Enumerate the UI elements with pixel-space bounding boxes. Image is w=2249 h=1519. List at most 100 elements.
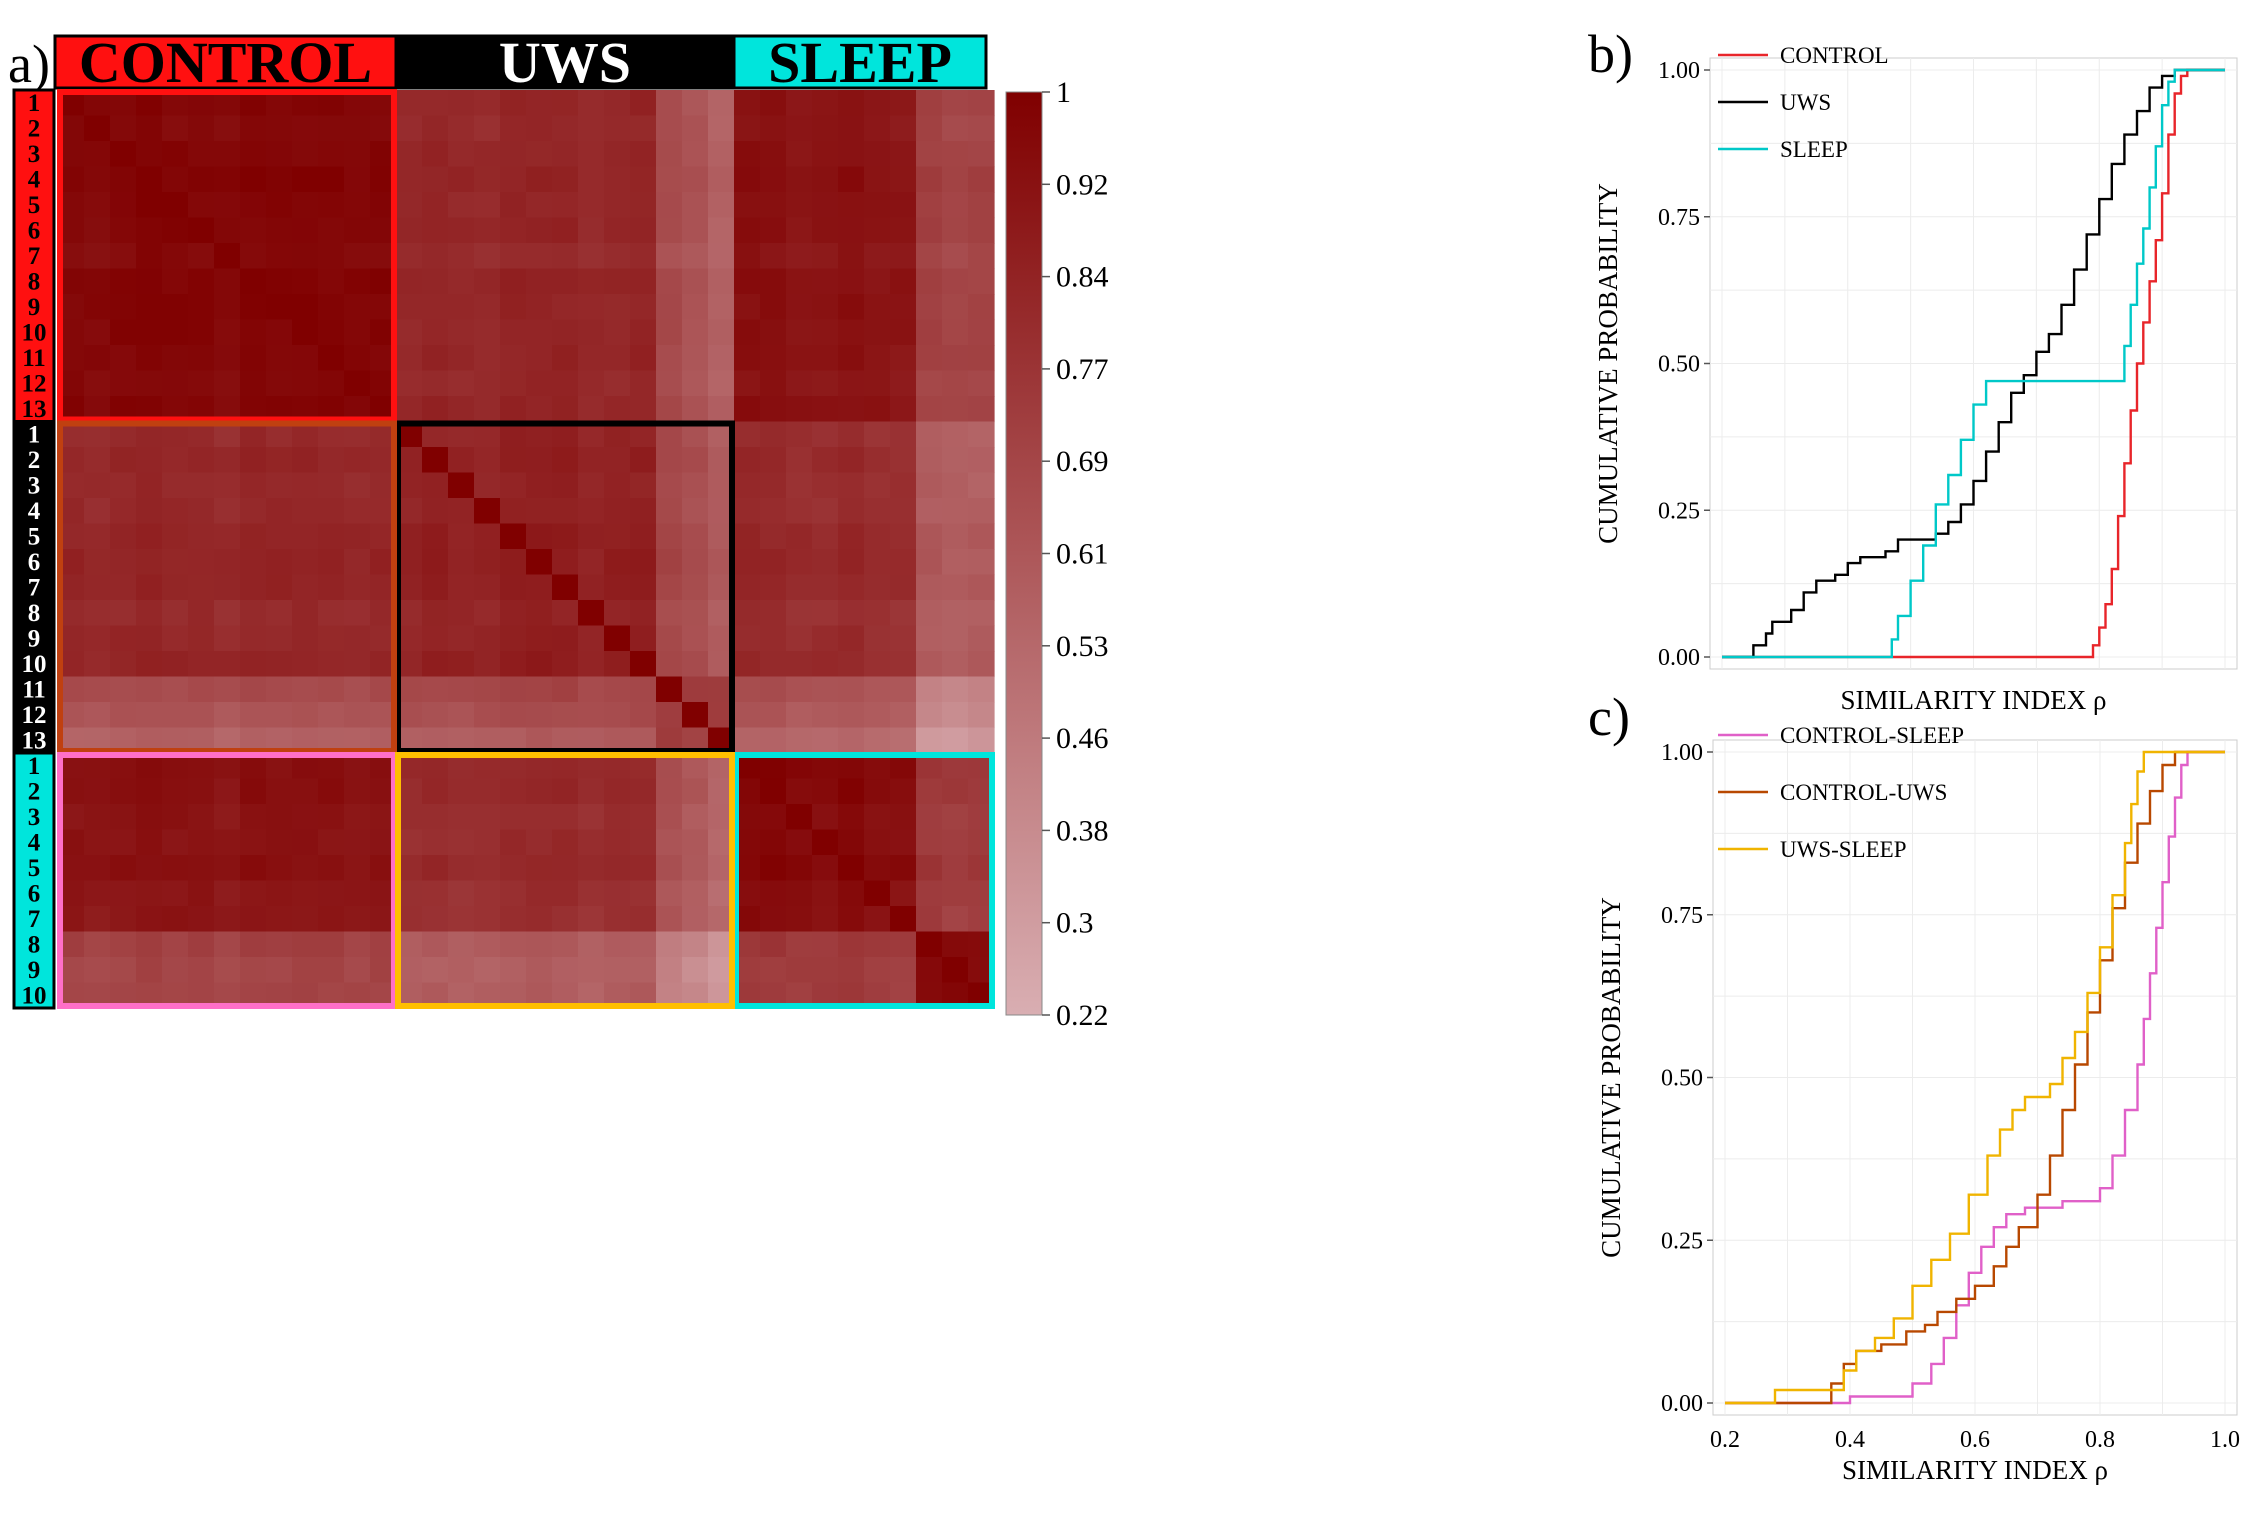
heatmap-cell [760, 192, 787, 219]
heatmap-cell [110, 192, 137, 219]
heatmap-cell [812, 447, 839, 474]
heatmap-cell [318, 115, 345, 142]
heatmap-cell [630, 243, 657, 270]
heatmap-cell [474, 472, 501, 499]
row-label: 10 [22, 982, 47, 1009]
heatmap-cell [604, 651, 631, 678]
heatmap-cell [942, 957, 969, 984]
heatmap-cell [240, 931, 267, 958]
heatmap-cell [448, 447, 475, 474]
row-label: 9 [28, 957, 41, 984]
heatmap-cell [682, 115, 709, 142]
heatmap-cell [240, 804, 267, 831]
heatmap-cell [604, 217, 631, 244]
heatmap-cell [890, 600, 917, 627]
heatmap-cell [864, 829, 891, 856]
heatmap-cell [214, 957, 241, 984]
heatmap-cell [890, 294, 917, 321]
heatmap-cell [292, 676, 319, 703]
heatmap-cell [136, 625, 163, 652]
heatmap-cell [318, 370, 345, 397]
heatmap-cell [474, 141, 501, 168]
heatmap-cell [968, 523, 995, 550]
series-line-uws-sleep [1725, 750, 2225, 1405]
heatmap-cell [110, 574, 137, 601]
heatmap-cell [786, 523, 813, 550]
heatmap-cell [916, 855, 943, 882]
heatmap-cell [448, 855, 475, 882]
heatmap-cell [864, 192, 891, 219]
heatmap-cell [656, 523, 683, 550]
heatmap-cell [526, 294, 553, 321]
heatmap-cell [656, 574, 683, 601]
heatmap-cell [812, 498, 839, 525]
heatmap-cell [838, 855, 865, 882]
heatmap-cell [656, 625, 683, 652]
heatmap-cell [318, 217, 345, 244]
heatmap-cell [552, 549, 579, 576]
heatmap-cell [344, 370, 371, 397]
heatmap-cell [604, 370, 631, 397]
heatmap-cell [266, 804, 293, 831]
heatmap-cell [890, 880, 917, 907]
heatmap-cell [266, 166, 293, 193]
heatmap-cell [760, 855, 787, 882]
block-outline-uws-sleep [395, 752, 735, 1009]
heatmap-cell [552, 396, 579, 423]
heatmap-cell [890, 727, 917, 754]
heatmap-cell [630, 600, 657, 627]
heatmap-cell [656, 115, 683, 142]
heatmap-cell [240, 115, 267, 142]
heatmap-cell [266, 625, 293, 652]
heatmap-cell [266, 549, 293, 576]
panel-label-b: b) [1588, 24, 1633, 84]
heatmap-cell [630, 906, 657, 933]
heatmap-cell [682, 396, 709, 423]
series-line-control [1722, 68, 2225, 659]
heatmap-cell [916, 319, 943, 346]
heatmap-cell [396, 396, 423, 423]
heatmap-cell [760, 931, 787, 958]
heatmap-cell [266, 880, 293, 907]
heatmap-cell [630, 370, 657, 397]
row-label: 5 [28, 192, 41, 219]
heatmap-cell [136, 498, 163, 525]
heatmap-cell [448, 957, 475, 984]
heatmap-cell [760, 523, 787, 550]
heatmap-cell [864, 166, 891, 193]
y-tick-label: 0.25 [1661, 1228, 1703, 1254]
heatmap-cell [292, 498, 319, 525]
heatmap-cell [682, 880, 709, 907]
heatmap-cell [292, 549, 319, 576]
heatmap-cell [552, 829, 579, 856]
heatmap-cell [422, 804, 449, 831]
heatmap-cell [162, 498, 189, 525]
heatmap-cell [344, 166, 371, 193]
heatmap-cell [318, 447, 345, 474]
heatmap-cell [864, 625, 891, 652]
heatmap-cell [526, 880, 553, 907]
row-label: 3 [28, 804, 41, 831]
heatmap-cell [968, 243, 995, 270]
heatmap-cell [526, 574, 553, 601]
heatmap-cell [890, 957, 917, 984]
heatmap-cell [84, 523, 111, 550]
heatmap-cell [890, 829, 917, 856]
heatmap-cell [630, 957, 657, 984]
heatmap-cell [734, 574, 761, 601]
heatmap-cell [890, 319, 917, 346]
heatmap-cell [344, 523, 371, 550]
heatmap-cell [734, 243, 761, 270]
heatmap-cell [214, 319, 241, 346]
heatmap-cell [760, 472, 787, 499]
heatmap-cell [188, 192, 215, 219]
heatmap-cell [760, 370, 787, 397]
row-label: 1 [28, 90, 41, 117]
heatmap-cell [630, 651, 657, 678]
heatmap-cell [812, 727, 839, 754]
heatmap-cell [630, 549, 657, 576]
heatmap-cell [604, 115, 631, 142]
block-outline-control-uws [57, 420, 397, 754]
heatmap-cell [188, 319, 215, 346]
heatmap-cell [890, 243, 917, 270]
